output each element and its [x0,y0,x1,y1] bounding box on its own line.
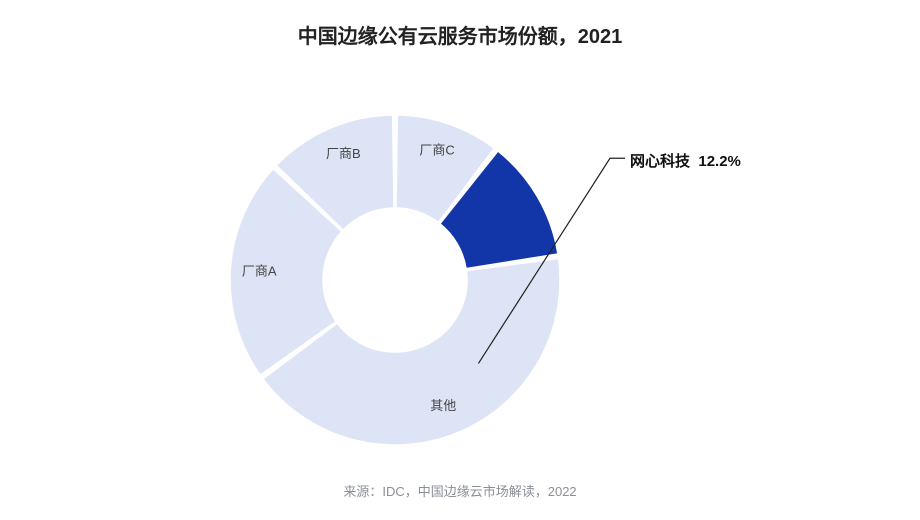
slice-label: 厂商C [419,142,454,157]
donut-chart: 中国边缘公有云服务市场份额，2021 厂商C其他厂商A厂商B 网心科技 12.2… [0,0,920,520]
donut-svg: 厂商C 其他 厂商A 厂商B [0,0,920,520]
chart-source: 来源：IDC，中国边缘云市场解读，2022 [0,481,920,500]
callout-value: 12.2% [698,153,741,170]
slice-label: 其他 [430,398,456,413]
slice-label: 厂商A [242,263,277,278]
slice-label: 厂商B [326,146,361,161]
callout-name: 网心科技 [630,153,690,170]
callout-label: 网心科技 12.2% [630,150,741,171]
